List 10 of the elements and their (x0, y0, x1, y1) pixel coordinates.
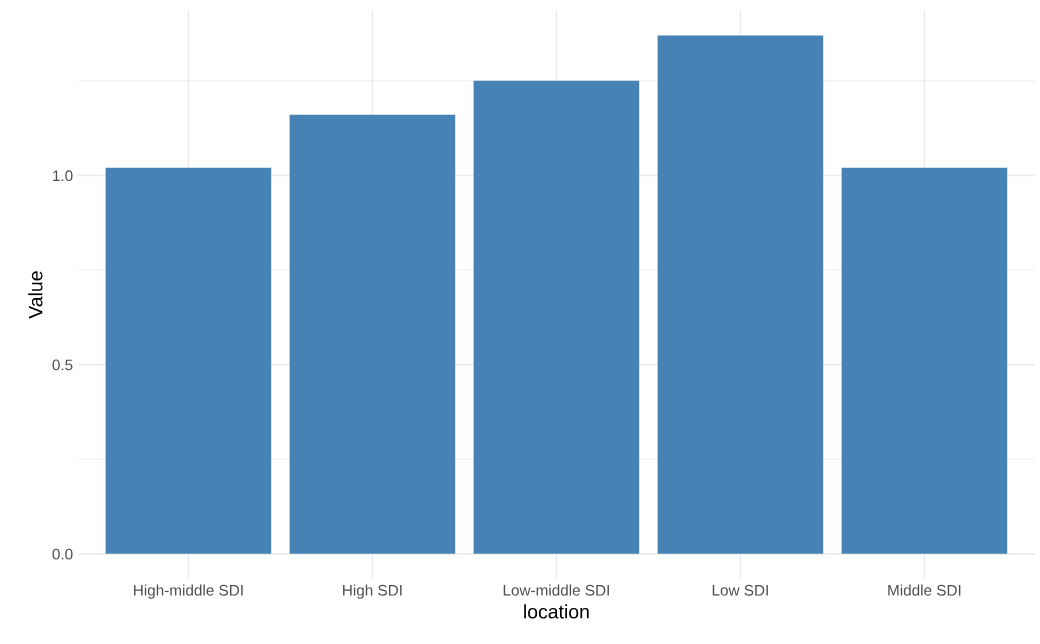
x-axis-title: location (524, 604, 589, 619)
x-tick-label: High SDI (343, 584, 402, 599)
x-tick-label: Middle SDI (888, 584, 961, 596)
x-tick-label: Low SDI (712, 584, 768, 596)
y-tick-label: 1.0 (53, 170, 73, 182)
x-tick-label: High-middle SDI (134, 584, 243, 599)
y-axis-title: Value (28, 271, 43, 319)
x-tick-label: Low-middle SDI (503, 584, 609, 596)
y-tick-label: 0.0 (52, 548, 73, 560)
y-tick-label: 0.5 (52, 359, 73, 371)
